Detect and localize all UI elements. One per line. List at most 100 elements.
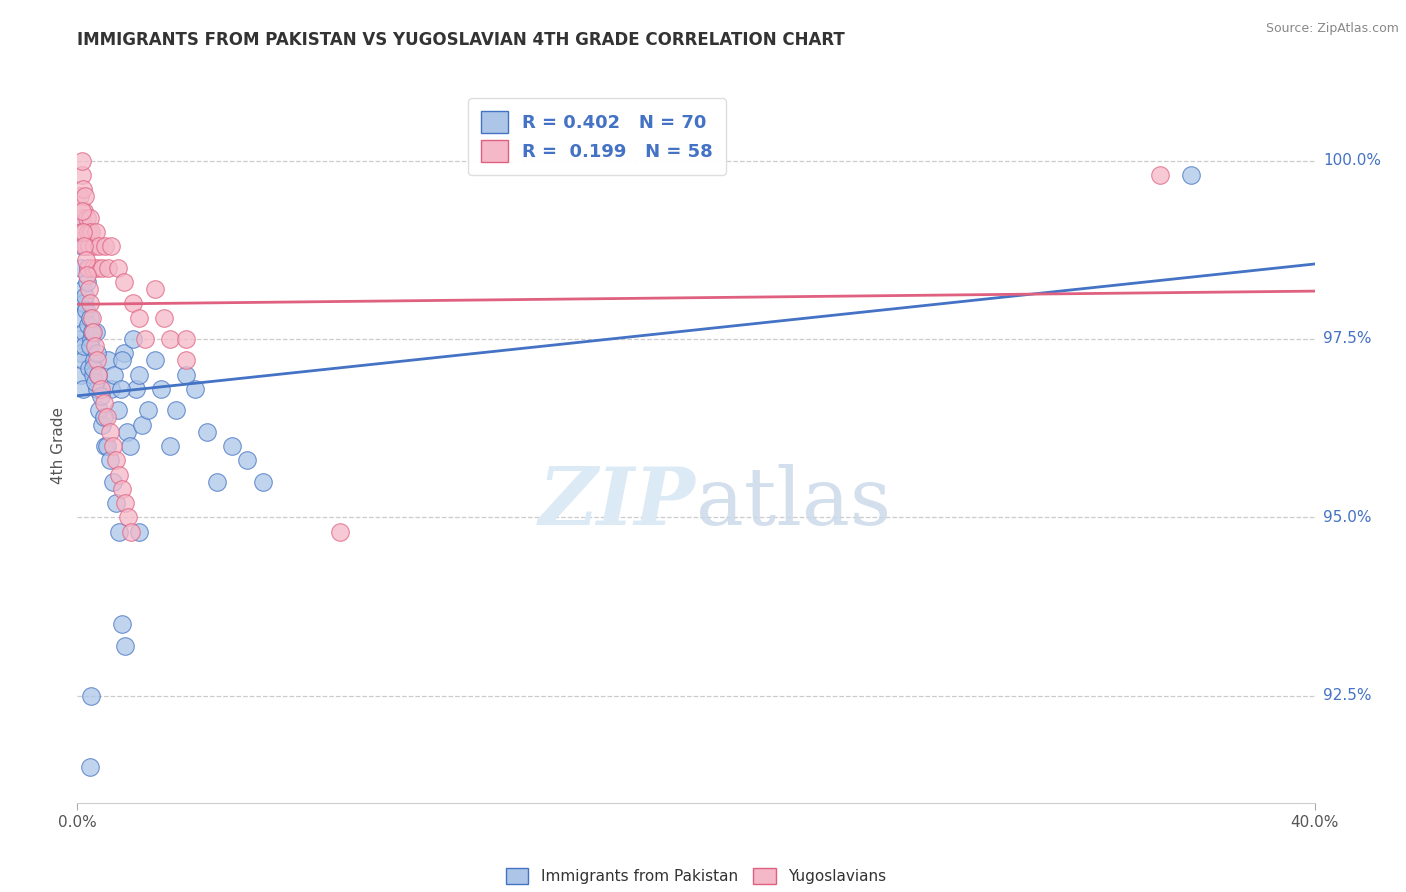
Point [70, 225, 93, 239]
Point [122, 296, 145, 310]
Point [79, 211, 101, 225]
Point [80, 332, 103, 346]
Point [82, 325, 104, 339]
Point [174, 368, 197, 382]
Point [94, 439, 117, 453]
Point [221, 439, 243, 453]
Point [86, 353, 108, 368]
Point [111, 482, 134, 496]
Point [84, 225, 107, 239]
Point [70, 168, 93, 182]
Point [117, 510, 139, 524]
Point [143, 282, 166, 296]
Point [98, 425, 121, 439]
Point [125, 382, 148, 396]
Point [1180, 168, 1202, 182]
Y-axis label: 4th Grade: 4th Grade [51, 408, 66, 484]
Point [96, 410, 118, 425]
Point [72, 225, 94, 239]
Point [86, 382, 108, 396]
Point [86, 346, 108, 360]
Point [73, 339, 96, 353]
Point [76, 225, 98, 239]
Point [91, 260, 114, 275]
Point [103, 368, 125, 382]
Point [72, 203, 94, 218]
Point [75, 289, 96, 303]
Point [96, 439, 118, 453]
Point [76, 318, 98, 332]
Point [84, 325, 107, 339]
Point [143, 353, 166, 368]
Point [70, 239, 93, 253]
Text: 95.0%: 95.0% [1323, 510, 1371, 524]
Point [82, 368, 104, 382]
Point [83, 353, 105, 368]
Point [72, 382, 94, 396]
Point [76, 211, 98, 225]
Point [72, 282, 94, 296]
Point [77, 260, 100, 275]
Point [100, 239, 122, 253]
Point [138, 403, 160, 417]
Point [77, 360, 100, 375]
Point [97, 260, 120, 275]
Point [159, 332, 181, 346]
Point [87, 239, 110, 253]
Point [79, 760, 101, 774]
Point [107, 260, 129, 275]
Point [184, 382, 207, 396]
Point [84, 375, 107, 389]
Point [329, 524, 352, 539]
Point [82, 310, 104, 325]
Point [75, 253, 97, 268]
Point [77, 282, 100, 296]
Point [69, 332, 91, 346]
Point [70, 203, 93, 218]
Point [69, 211, 91, 225]
Point [73, 296, 96, 310]
Point [83, 239, 105, 253]
Point [98, 453, 121, 467]
Point [75, 303, 97, 318]
Point [122, 332, 145, 346]
Point [72, 325, 94, 339]
Point [115, 425, 138, 439]
Point [76, 275, 98, 289]
Point [100, 382, 122, 396]
Point [105, 496, 127, 510]
Point [128, 524, 150, 539]
Point [79, 310, 101, 325]
Point [80, 689, 103, 703]
Point [112, 275, 135, 289]
Point [236, 453, 259, 467]
Point [72, 353, 94, 368]
Point [70, 368, 93, 382]
Point [112, 346, 135, 360]
Point [107, 403, 129, 417]
Point [73, 225, 96, 239]
Point [87, 403, 110, 417]
Text: 92.5%: 92.5% [1323, 689, 1371, 703]
Point [84, 339, 107, 353]
Point [94, 239, 117, 253]
Point [82, 360, 104, 375]
Text: ZIP: ZIP [538, 465, 696, 541]
Point [91, 417, 114, 432]
Point [165, 403, 187, 417]
Point [90, 382, 111, 396]
Point [114, 496, 136, 510]
Point [73, 239, 96, 253]
Point [121, 524, 143, 539]
Point [97, 353, 120, 368]
Point [76, 268, 98, 282]
Point [110, 382, 132, 396]
Text: 97.5%: 97.5% [1323, 332, 1371, 346]
Point [69, 310, 91, 325]
Point [128, 368, 150, 382]
Point [77, 239, 100, 253]
Point [77, 260, 100, 275]
Point [105, 453, 127, 467]
Point [174, 332, 197, 346]
Point [108, 524, 131, 539]
